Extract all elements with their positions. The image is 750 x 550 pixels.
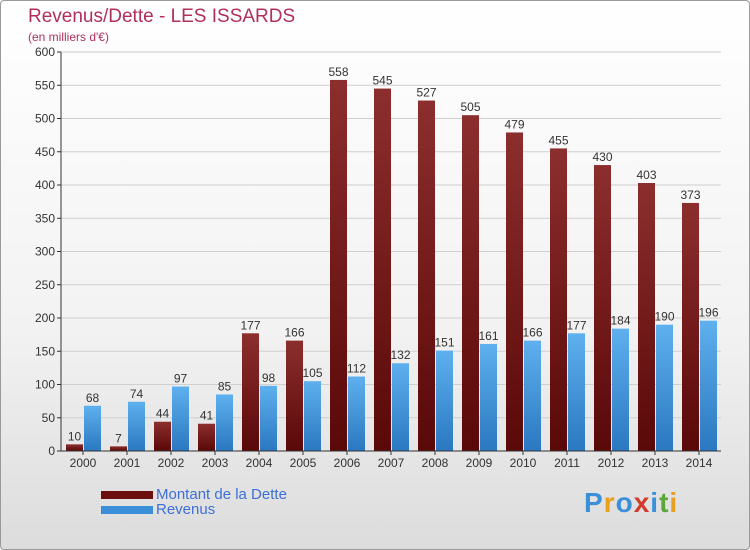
y-tick-label: 550 [35,78,55,92]
x-tick-label: 2007 [378,456,405,470]
data-label-dette-2005: 166 [284,326,304,340]
bar-revenus-2000 [84,405,101,451]
data-label-dette-2009: 505 [460,100,480,114]
bar-revenus-2006 [348,376,365,451]
x-tick-label: 2001 [114,456,141,470]
data-label-dette-2010: 479 [504,117,524,131]
bar-dette-2001 [110,446,127,451]
x-tick-label: 2012 [598,456,625,470]
bar-dette-2005 [286,340,303,451]
bar-revenus-2011 [568,333,585,451]
data-label-dette-2003: 41 [200,409,214,423]
bar-dette-2003 [198,423,215,451]
y-tick-label: 200 [35,311,55,325]
bar-dette-2009 [462,115,479,452]
y-tick-label: 100 [35,378,55,392]
bar-dette-2006 [330,79,347,452]
bar-dette-2012 [594,165,611,452]
data-label-revenus-2006: 112 [347,362,366,376]
bar-revenus-2010 [524,340,541,451]
bar-dette-2008 [418,100,435,452]
y-tick-label: 350 [35,211,55,225]
y-tick-label: 600 [35,45,55,59]
bar-revenus-2001 [128,401,145,451]
data-label-dette-2008: 527 [416,86,436,100]
data-label-revenus-2009: 161 [478,329,498,343]
x-tick-label: 2009 [466,456,493,470]
data-label-dette-2007: 545 [372,74,392,88]
x-tick-label: 2011 [554,456,580,470]
data-label-dette-2000: 10 [68,429,82,443]
bar-dette-2000 [66,444,83,451]
bar-revenus-2008 [436,350,453,451]
data-label-revenus-2012: 184 [610,314,630,328]
bar-revenus-2007 [392,363,409,451]
legend-swatch-revenus [101,506,153,514]
bar-revenus-2004 [260,385,277,451]
x-tick-label: 2014 [686,456,713,470]
data-label-dette-2014: 373 [680,188,700,202]
data-label-revenus-2011: 177 [566,318,586,332]
data-label-dette-2006: 558 [328,65,348,79]
y-tick-label: 50 [42,411,56,425]
y-tick-label: 250 [35,278,55,292]
chart-title: Revenus/Dette - LES ISSARDS [28,6,296,27]
bar-dette-2007 [374,88,391,451]
y-tick-label: 500 [35,112,55,126]
data-label-revenus-2004: 98 [262,371,276,385]
bar-revenus-2005 [304,381,321,451]
x-tick-label: 2000 [70,456,97,470]
data-label-dette-2004: 177 [240,318,260,332]
legend-label-revenus: Revenus [156,501,216,518]
bar-revenus-2009 [480,343,497,451]
bar-revenus-2013 [656,324,673,451]
y-tick-label: 400 [35,178,55,192]
y-tick-label: 450 [35,145,55,159]
data-label-dette-2011: 455 [548,133,568,147]
x-tick-label: 2013 [642,456,669,470]
data-label-dette-2013: 403 [636,168,656,182]
data-label-revenus-2000: 68 [86,391,100,405]
legend-label-dette: Montant de la Dette [156,486,287,503]
bar-dette-2004 [242,333,259,451]
x-tick-label: 2010 [510,456,537,470]
data-label-revenus-2013: 190 [654,310,674,324]
x-tick-label: 2003 [202,456,229,470]
bar-revenus-2012 [612,328,629,451]
x-tick-label: 2005 [290,456,317,470]
data-label-revenus-2002: 97 [174,371,188,385]
bar-revenus-2014 [700,320,717,451]
data-label-dette-2012: 430 [592,150,612,164]
data-label-dette-2001: 7 [115,431,122,445]
x-tick-label: 2002 [158,456,185,470]
data-label-revenus-2001: 74 [130,387,144,401]
data-label-revenus-2003: 85 [218,379,232,393]
bar-dette-2013 [638,183,655,451]
legend-swatch-dette [101,491,153,499]
bar-revenus-2002 [172,386,189,451]
data-label-revenus-2008: 151 [434,336,454,350]
x-tick-label: 2004 [246,456,273,470]
proxiti-logo: Proxiti [584,487,679,518]
data-label-dette-2002: 44 [156,407,170,421]
bar-dette-2011 [550,148,567,452]
y-tick-label: 300 [35,245,55,259]
bar-dette-2014 [682,202,699,451]
data-label-revenus-2010: 166 [522,326,542,340]
x-tick-label: 2008 [422,456,449,470]
bar-dette-2002 [154,421,171,451]
bar-dette-2010 [506,132,523,451]
x-tick-label: 2006 [334,456,361,470]
data-label-revenus-2007: 132 [390,348,410,362]
y-tick-label: 150 [35,344,55,358]
chart-subtitle: (en milliers d'€) [28,30,109,44]
y-tick-label: 0 [48,444,55,458]
data-label-revenus-2014: 196 [698,306,718,320]
bar-revenus-2003 [216,394,233,451]
data-label-revenus-2005: 105 [302,366,322,380]
